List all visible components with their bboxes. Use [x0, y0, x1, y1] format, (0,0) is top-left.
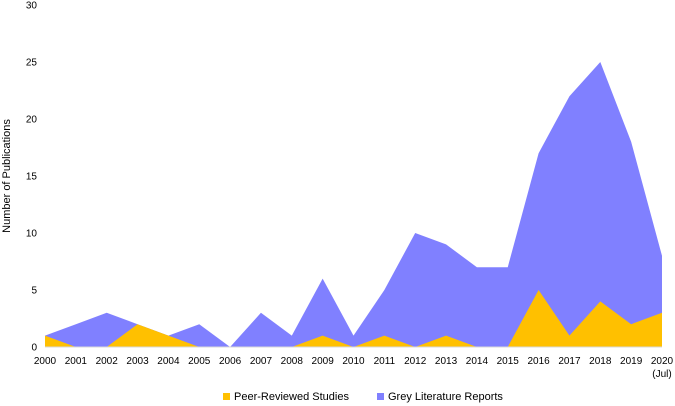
- y-tick-label: 0: [31, 343, 37, 354]
- x-tick-label: 2004: [157, 356, 180, 367]
- legend-swatch: [223, 393, 230, 400]
- x-tick-label: 2012: [404, 356, 427, 367]
- y-tick-labels: 0 5 10 15 20 25 30: [26, 1, 38, 354]
- x-tick-label: 2020: [651, 356, 674, 367]
- x-tick-label: 2015: [497, 356, 520, 367]
- y-tick-label: 15: [26, 172, 38, 183]
- x-tick-label: 2013: [435, 356, 458, 367]
- x-tick-sublabel: (Jul): [652, 369, 671, 380]
- area-peer-reviewed-studies: [45, 290, 662, 347]
- x-tick-label: 2019: [620, 356, 643, 367]
- x-tick-label: 2016: [527, 356, 550, 367]
- x-tick-label: 2014: [466, 356, 489, 367]
- x-tick-label: 2009: [312, 356, 335, 367]
- legend: Peer-Reviewed Studies Grey Literature Rep…: [223, 391, 503, 403]
- legend-label: Grey Literature Reports: [388, 391, 503, 403]
- y-tick-label: 20: [26, 115, 38, 126]
- x-tick-labels: 2000 2001 2002 2003 2004 2005 2006 2007 2008 2009…: [34, 356, 674, 380]
- x-tick-label: 2003: [126, 356, 149, 367]
- y-tick-label: 10: [26, 229, 38, 240]
- area-series-group: [45, 62, 662, 347]
- x-tick-label: 2007: [250, 356, 273, 367]
- x-tick-label: 2008: [281, 356, 304, 367]
- x-tick-label: 2006: [219, 356, 242, 367]
- x-tick-label: 2010: [342, 356, 365, 367]
- legend-label: Peer-Reviewed Studies: [234, 391, 349, 403]
- x-tick-label: 2005: [188, 356, 211, 367]
- x-tick-label: 2002: [96, 356, 119, 367]
- x-tick-label: 2000: [34, 356, 57, 367]
- x-tick-label: 2001: [65, 356, 88, 367]
- x-tick-label: 2011: [374, 356, 396, 367]
- y-tick-label: 5: [31, 286, 37, 297]
- area-grey-literature-reports: [45, 62, 662, 347]
- legend-swatch: [377, 393, 384, 400]
- y-tick-label: 25: [26, 58, 38, 69]
- y-axis-label: Number of Publications: [1, 119, 13, 233]
- x-tick-label: 2018: [589, 356, 612, 367]
- x-tick-label: 2017: [558, 356, 581, 367]
- y-tick-label: 30: [26, 1, 38, 12]
